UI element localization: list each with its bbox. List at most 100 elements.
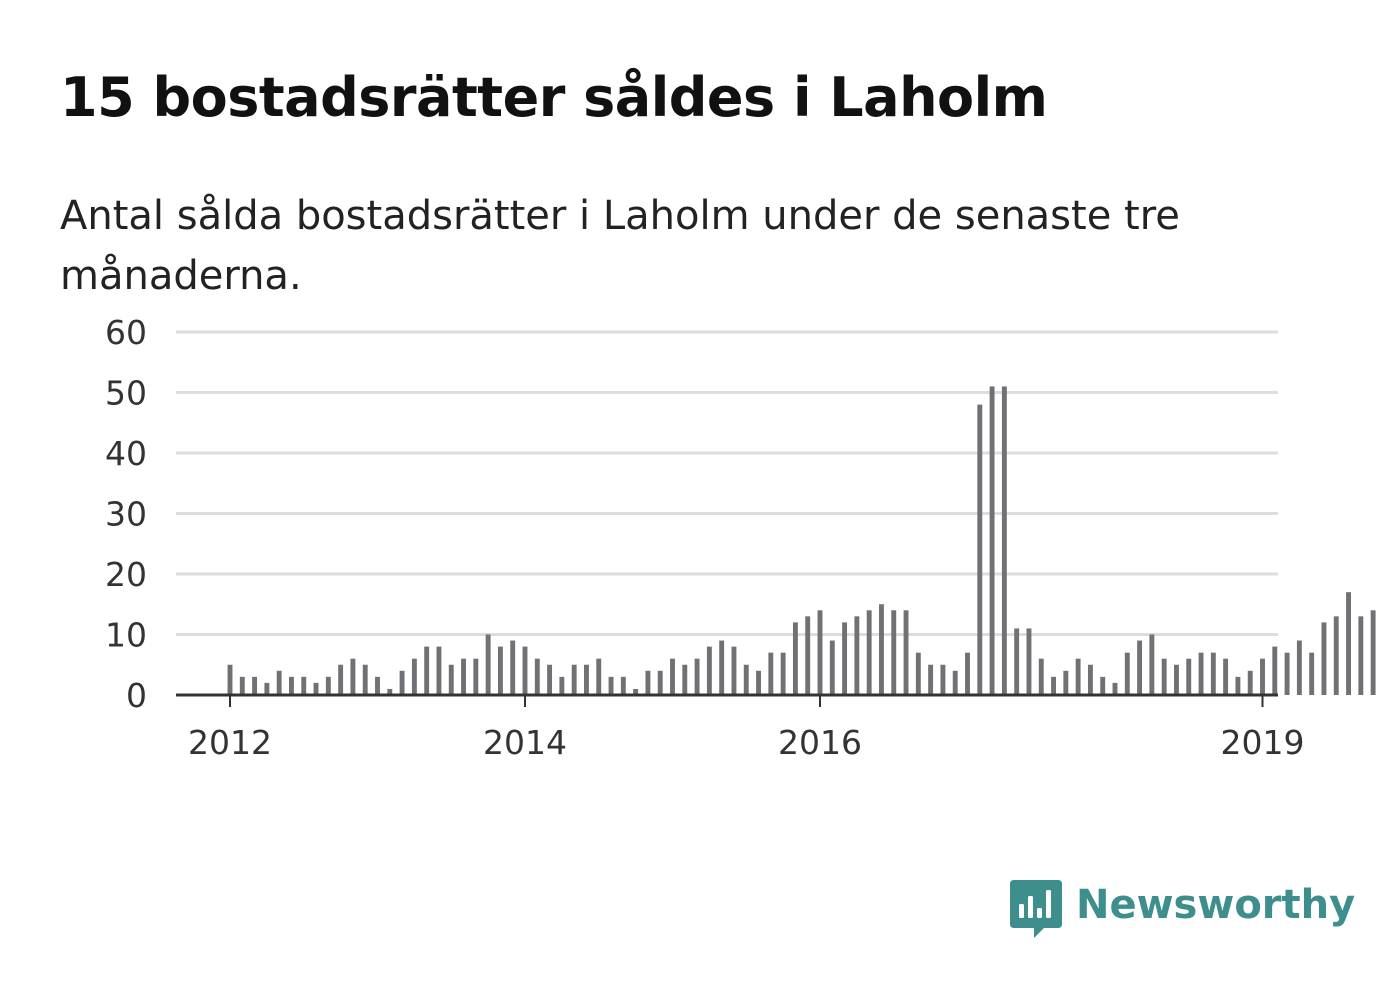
y-axis-ticks: 0 10 20 30 40 50 60	[105, 313, 147, 715]
bar	[1210, 652, 1216, 695]
bar	[1001, 386, 1007, 695]
bar	[903, 610, 909, 695]
bar	[1186, 658, 1192, 695]
bar	[338, 664, 344, 695]
bar	[239, 676, 245, 695]
bar	[940, 664, 946, 695]
bar	[1284, 652, 1290, 695]
y-tick-label: 30	[105, 495, 147, 534]
x-tick-label: 2014	[483, 723, 567, 762]
bar	[1149, 634, 1155, 695]
bar	[977, 404, 983, 695]
bar	[829, 640, 835, 695]
bar	[842, 622, 848, 695]
bar	[1100, 676, 1106, 695]
bar	[620, 676, 626, 695]
bar	[952, 670, 958, 695]
bar	[559, 676, 565, 695]
bar	[1174, 664, 1179, 695]
bar	[411, 658, 417, 695]
bar	[915, 652, 921, 695]
bar	[436, 646, 442, 695]
bar	[928, 664, 934, 695]
bar	[1198, 652, 1204, 695]
bar	[1235, 676, 1241, 695]
bar	[1272, 646, 1278, 695]
bar	[694, 658, 700, 695]
bar	[1333, 616, 1339, 695]
brand-name: Newsworthy	[1076, 882, 1356, 928]
bars	[227, 386, 1376, 695]
bar	[1161, 658, 1167, 695]
y-tick-label: 50	[105, 374, 147, 413]
bar	[1223, 658, 1229, 695]
bar	[817, 610, 823, 695]
bar	[608, 676, 614, 695]
chart-subtitle: Antal sålda bostadsrätter i Laholm under…	[60, 193, 1180, 299]
bar	[805, 616, 811, 695]
bar	[264, 682, 270, 695]
x-tick-label: 2016	[778, 723, 862, 762]
bar	[670, 658, 675, 695]
chart-title: 15 bostadsrätter såldes i Laholm	[60, 66, 1048, 129]
y-tick-label: 20	[105, 555, 147, 594]
bar	[1014, 628, 1020, 695]
bar	[301, 676, 307, 695]
bar	[399, 670, 405, 695]
bar	[989, 386, 995, 695]
bar	[1026, 628, 1032, 695]
bar	[792, 622, 798, 695]
bar	[510, 640, 516, 695]
grid-lines	[176, 330, 1278, 636]
bar	[965, 652, 970, 695]
bar	[1296, 640, 1302, 695]
bar	[719, 640, 725, 695]
bar	[1075, 658, 1081, 695]
bar	[571, 664, 577, 695]
bar	[780, 652, 786, 695]
bar	[743, 664, 749, 695]
x-tick-label: 2019	[1221, 723, 1305, 762]
brand-logo: Newsworthy	[1008, 876, 1355, 942]
bar	[1358, 616, 1364, 695]
bar	[276, 670, 282, 695]
bar	[682, 664, 688, 695]
bar	[891, 610, 897, 695]
bar	[1063, 670, 1069, 695]
bar	[350, 658, 356, 695]
bar	[854, 616, 860, 695]
bar	[584, 664, 589, 695]
x-tick-label: 2012	[188, 723, 272, 762]
bar	[547, 664, 553, 695]
bar	[1087, 664, 1093, 695]
bar	[448, 664, 454, 695]
y-tick-label: 40	[105, 434, 147, 473]
bar	[1309, 652, 1315, 695]
bar	[387, 688, 393, 695]
bar	[879, 604, 884, 695]
y-tick-label: 60	[105, 313, 147, 352]
bar	[1051, 676, 1056, 695]
bar	[325, 676, 331, 695]
bar	[375, 676, 380, 695]
bar	[866, 610, 872, 695]
bar	[657, 670, 663, 695]
bar	[1370, 610, 1376, 695]
bar	[1112, 682, 1118, 695]
bar	[645, 670, 651, 695]
x-axis-ticks: 2012201420162019202120232025	[188, 695, 1305, 762]
bar	[633, 688, 639, 695]
newsworthy-logo-icon	[1010, 880, 1062, 938]
y-tick-label: 0	[126, 676, 147, 715]
bar	[424, 646, 430, 695]
bar	[1321, 622, 1327, 695]
bar	[362, 664, 368, 695]
bar	[522, 646, 528, 695]
bar	[485, 634, 491, 695]
bar	[227, 664, 233, 695]
bar	[497, 646, 503, 695]
bar	[1124, 652, 1130, 695]
bar	[1346, 592, 1351, 695]
bar	[1247, 670, 1253, 695]
